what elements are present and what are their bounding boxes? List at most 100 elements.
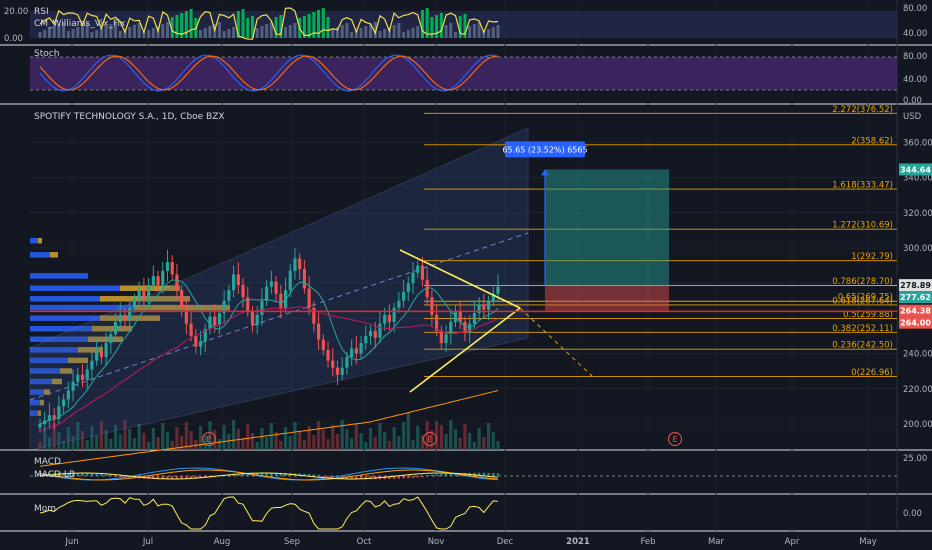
vix-fix-label: CM_Williams_Vix_Fix xyxy=(34,19,126,29)
vix-bar xyxy=(307,14,311,38)
time-axis[interactable]: Jun Jul Aug Sep Oct Nov Dec 2021 Feb Mar Apr May xyxy=(64,537,876,547)
fib-level-label: 2.272(376.52) xyxy=(832,105,893,115)
volume-bar xyxy=(435,421,439,450)
macd-histogram-bar xyxy=(38,473,42,476)
macd-histogram-bar xyxy=(161,476,164,480)
candle-body xyxy=(321,339,325,351)
volume-bar xyxy=(109,439,113,450)
volume-bar xyxy=(430,430,434,450)
macd-pane[interactable]: MACD MACD LB 25.00 xyxy=(30,454,927,481)
earnings-event-marker[interactable] xyxy=(202,432,216,446)
earnings-event-marker[interactable] xyxy=(668,432,682,446)
candle-body xyxy=(222,300,226,314)
candle-body xyxy=(146,284,151,298)
volume-bar xyxy=(265,437,269,450)
target-zone[interactable] xyxy=(545,169,669,286)
vix-bar xyxy=(317,10,321,38)
vix-bar xyxy=(312,12,316,38)
time-tick-label: Apr xyxy=(785,537,800,547)
rsi-right-tick: 40.00 xyxy=(903,29,927,39)
volume-bar xyxy=(180,436,184,450)
candle-body xyxy=(392,307,396,322)
price-pane[interactable]: 2.272(376.52) 2(358.62) 1.618(333.47) 1.272… xyxy=(29,105,932,467)
candle-body xyxy=(439,330,443,344)
volume-bar xyxy=(335,434,340,450)
vix-bar xyxy=(472,24,476,38)
candle-body xyxy=(128,307,132,321)
macd-histogram-bar xyxy=(194,476,198,479)
candle-body xyxy=(236,274,240,285)
volume-bar xyxy=(345,429,349,450)
volume-profile-row xyxy=(30,296,100,302)
macd-histogram-bar xyxy=(307,474,311,476)
time-tick-label: Sep xyxy=(284,537,300,547)
volume-profile-row xyxy=(78,347,103,353)
candle-body xyxy=(335,367,340,375)
volume-bar xyxy=(359,433,363,450)
vix-bar xyxy=(496,25,500,38)
macd-histogram-bar xyxy=(482,472,486,476)
vix-fix-histogram xyxy=(38,8,500,38)
candle-body xyxy=(255,314,259,326)
vix-bar xyxy=(260,26,264,38)
volume-bar xyxy=(387,441,392,450)
volume-profile-row xyxy=(100,296,190,302)
macd-histogram-bar xyxy=(359,476,363,480)
macd-histogram-bar xyxy=(492,472,495,476)
fib-level-label: 0.786(278.70) xyxy=(832,277,893,287)
fib-extension: 2.272(376.52) 2(358.62) 1.618(333.47) 1.272… xyxy=(424,105,897,378)
candle-body xyxy=(62,399,66,407)
price-badge xyxy=(899,316,932,329)
vix-bar xyxy=(62,22,66,38)
volume-bar xyxy=(397,436,401,450)
rsi-line xyxy=(39,7,499,40)
vix-bar xyxy=(369,24,373,38)
candle-body xyxy=(104,343,108,358)
candle-body xyxy=(312,307,316,324)
fib-level-label: 0.5(259.88) xyxy=(843,310,893,320)
vix-bar xyxy=(463,14,467,38)
chart-title: SPOTIFY TECHNOLOGY S.A., 1D, Cboe BZX xyxy=(34,112,225,122)
earnings-event-marker[interactable] xyxy=(423,432,437,446)
vix-bar xyxy=(458,16,462,38)
candle-body xyxy=(444,334,448,344)
macd-histogram-bar xyxy=(133,476,136,479)
triangle-pattern[interactable] xyxy=(399,249,593,393)
candle-body xyxy=(175,274,179,291)
macd-histogram-bar xyxy=(62,472,65,476)
candle-body xyxy=(425,279,429,298)
stop-zone[interactable] xyxy=(545,285,669,311)
volume-bar xyxy=(137,424,141,450)
candle-body xyxy=(350,348,354,358)
macd-histogram-bar xyxy=(90,473,94,476)
volume-profile-row xyxy=(30,378,52,385)
candle-body xyxy=(496,286,500,294)
macd-histogram-bar xyxy=(416,476,419,478)
candle-body xyxy=(198,341,203,347)
volume-bar xyxy=(411,440,415,450)
vix-bar xyxy=(255,28,259,38)
rsi-pane[interactable]: RSI CM_Williams_Vix_Fix 20.00 0.00 80.00… xyxy=(4,4,927,44)
stoch-pane[interactable]: Stoch 80.00 40.00 0.00 xyxy=(30,49,927,106)
price-tick-label: 360.00 xyxy=(903,138,932,148)
candle-body xyxy=(250,311,255,326)
mom-pane[interactable]: Mom 0.00 xyxy=(34,496,922,530)
vix-bar xyxy=(199,30,203,38)
vix-bar xyxy=(203,28,207,38)
vix-bar xyxy=(340,25,344,38)
vix-bar xyxy=(430,17,434,38)
vix-bar xyxy=(468,26,472,38)
candle-body xyxy=(486,300,491,310)
macd-histogram-bar xyxy=(67,472,70,476)
volume-profile-row xyxy=(30,410,38,416)
volume-profile-row xyxy=(52,378,62,385)
long-position-tool[interactable]: 65.65 (23.52%) 6565 xyxy=(502,141,669,311)
candle-body xyxy=(274,281,278,294)
mom-tick: 0.00 xyxy=(903,509,922,519)
vix-bar xyxy=(454,32,458,38)
price-badge-label: 264.38 xyxy=(900,307,931,316)
volume-profile-row xyxy=(30,389,44,395)
volume-bar xyxy=(477,428,481,450)
volume-bar xyxy=(132,438,137,450)
